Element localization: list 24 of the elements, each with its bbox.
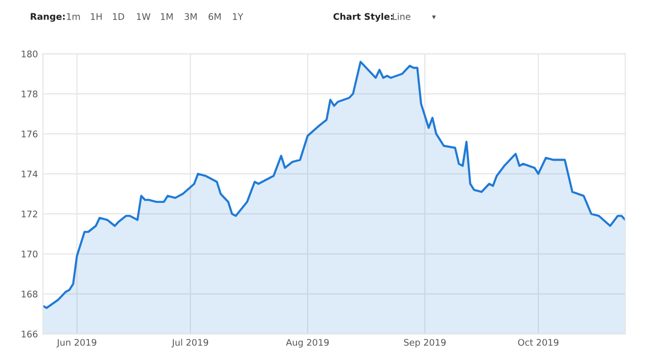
text: 3M	[184, 13, 197, 20]
text: 1W	[136, 13, 150, 20]
text: 1M	[160, 13, 173, 20]
y-tick-label: 174	[22, 170, 38, 178]
y-tick-label: 172	[22, 210, 38, 218]
y-tick-label: 180	[22, 50, 38, 58]
y-tick-label: 178	[22, 90, 38, 98]
y-tick-label: 168	[22, 290, 38, 298]
y-tick-label: 176	[22, 130, 38, 138]
x-tick-label: Oct 2019	[518, 338, 558, 346]
x-tick-label: Sep 2019	[404, 338, 446, 348]
text: Line	[392, 12, 410, 20]
text: 1Y	[232, 13, 244, 20]
y-tick-label: 170	[22, 250, 38, 258]
text: 6M	[208, 13, 221, 20]
x-tick-label: Jul 2019	[172, 338, 208, 348]
text: Chart Style:	[333, 12, 393, 22]
text: 1H	[90, 13, 102, 20]
text: Range:	[30, 13, 65, 22]
text: 1D	[112, 13, 124, 20]
x-tick-label: Aug 2019	[286, 338, 329, 348]
y-tick-label: 166	[22, 330, 38, 338]
x-tick-label: Jun 2019	[56, 338, 96, 348]
text: 1m	[66, 13, 80, 20]
